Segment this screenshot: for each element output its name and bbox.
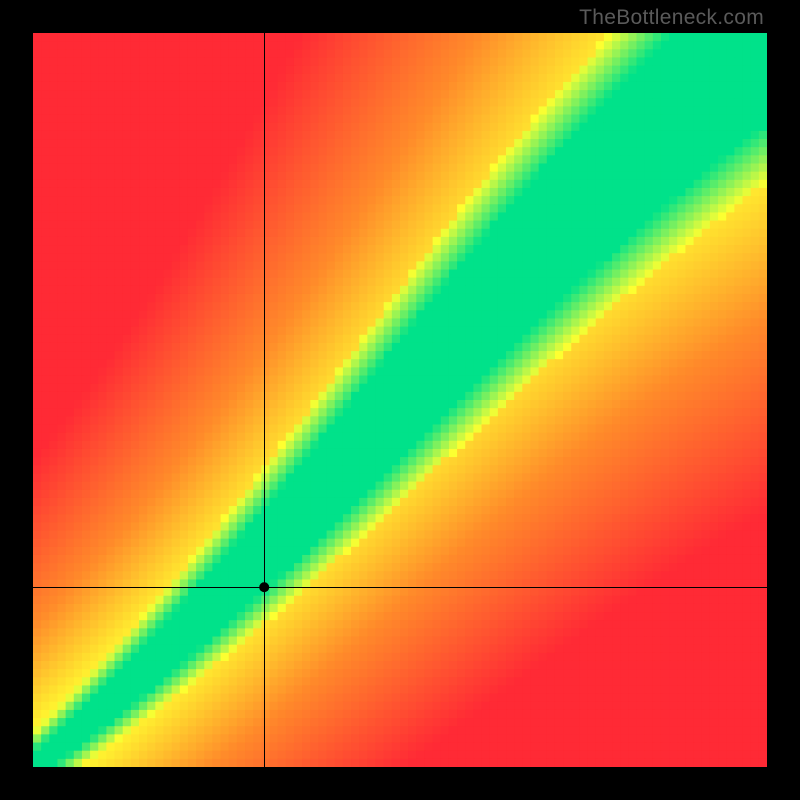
heatmap-canvas [33, 33, 767, 767]
watermark-text: TheBottleneck.com [579, 6, 764, 30]
heatmap-chart [33, 33, 767, 767]
